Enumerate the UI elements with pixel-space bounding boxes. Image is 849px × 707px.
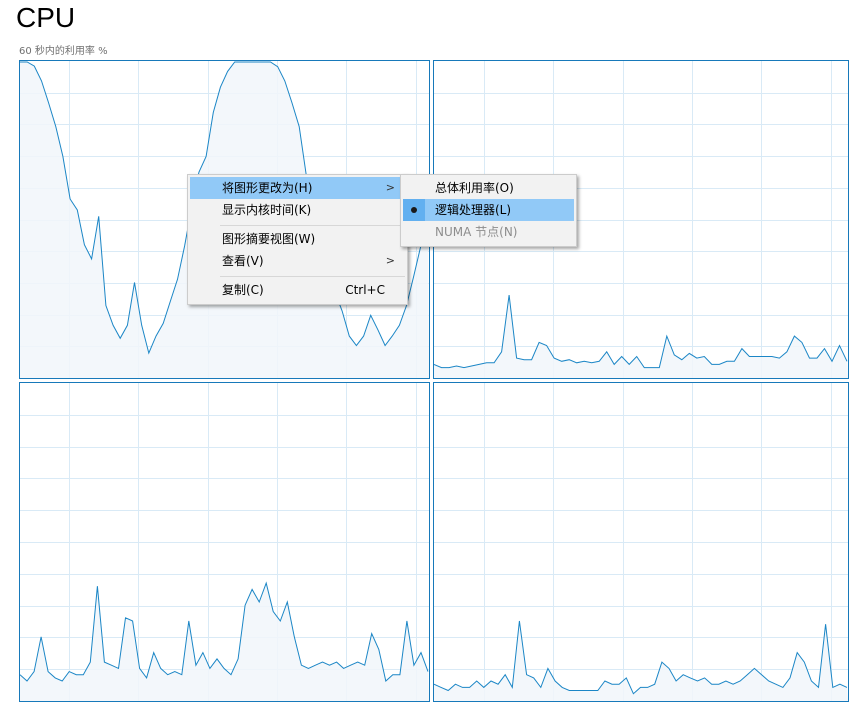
menu-item-label: 显示内核时间(K) bbox=[222, 203, 312, 217]
menu-item-label: 图形摘要视图(W) bbox=[222, 232, 316, 246]
menu-item-label: 查看(V) bbox=[222, 254, 264, 268]
graph-subtitle: 60 秒内的利用率 % bbox=[19, 46, 108, 57]
menu-item-view[interactable]: 查看(V) > bbox=[190, 250, 405, 272]
cpu-usage-chart bbox=[20, 383, 429, 701]
submenu-item-logical-processors[interactable]: 逻辑处理器(L) bbox=[403, 199, 574, 221]
menu-separator bbox=[220, 276, 405, 277]
menu-separator bbox=[220, 225, 405, 226]
menu-item-copy[interactable]: 复制(C) Ctrl+C bbox=[190, 279, 405, 301]
menu-item-label: 将图形更改为(H) bbox=[222, 181, 313, 195]
submenu-change-graph: 总体利用率(O) 逻辑处理器(L) NUMA 节点(N) bbox=[400, 174, 577, 247]
usage-line bbox=[20, 61, 429, 355]
usage-line bbox=[20, 581, 429, 682]
chevron-right-icon: > bbox=[385, 181, 395, 194]
chevron-right-icon: > bbox=[385, 254, 395, 267]
radio-bullet-icon bbox=[403, 199, 425, 221]
context-menu: 将图形更改为(H) > 显示内核时间(K) 图形摘要视图(W) 查看(V) > … bbox=[187, 174, 408, 305]
cpu-usage-chart bbox=[434, 61, 848, 378]
usage-line bbox=[434, 620, 848, 695]
usage-area bbox=[434, 295, 848, 378]
menu-item-shortcut: Ctrl+C bbox=[345, 283, 385, 297]
menu-item-label: 逻辑处理器(L) bbox=[435, 203, 512, 217]
menu-item-label: 总体利用率(O) bbox=[435, 181, 514, 195]
cpu-graph-logical-processor-3[interactable] bbox=[433, 382, 849, 702]
usage-line bbox=[434, 295, 848, 369]
cpu-graph-logical-processor-2[interactable] bbox=[19, 382, 430, 702]
submenu-item-overall-utilization[interactable]: 总体利用率(O) bbox=[403, 177, 574, 199]
menu-item-change-graph-to[interactable]: 将图形更改为(H) > bbox=[190, 177, 405, 199]
menu-item-show-kernel-times[interactable]: 显示内核时间(K) bbox=[190, 199, 405, 221]
usage-area bbox=[434, 621, 848, 701]
submenu-item-numa-nodes: NUMA 节点(N) bbox=[403, 221, 574, 243]
menu-item-graph-summary-view[interactable]: 图形摘要视图(W) bbox=[190, 228, 405, 250]
usage-area bbox=[20, 583, 429, 701]
cpu-usage-chart bbox=[434, 383, 848, 701]
menu-item-label: 复制(C) bbox=[222, 283, 264, 297]
page-title: CPU bbox=[16, 2, 76, 33]
menu-item-label: NUMA 节点(N) bbox=[435, 225, 518, 239]
